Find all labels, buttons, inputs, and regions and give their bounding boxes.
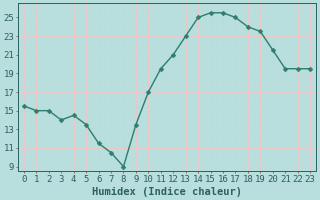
X-axis label: Humidex (Indice chaleur): Humidex (Indice chaleur) [92,186,242,197]
